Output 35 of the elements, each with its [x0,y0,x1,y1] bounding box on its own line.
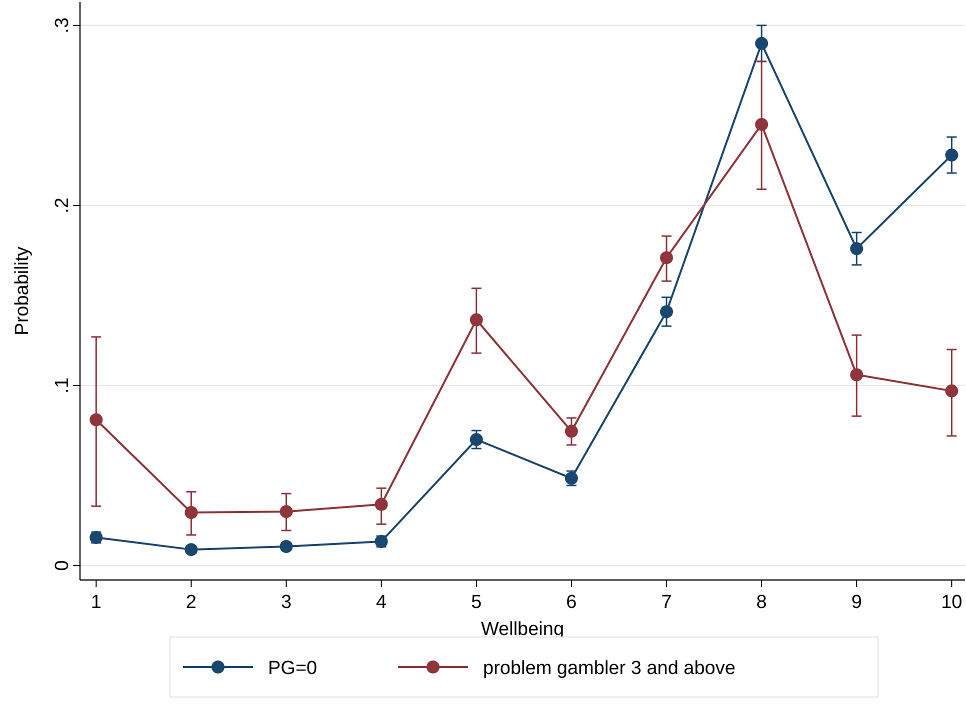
point [280,540,293,554]
y-tick-label: .3 [52,17,73,34]
point [660,251,674,264]
x-tick-label: 5 [471,592,482,613]
point [660,305,674,318]
point [280,505,293,518]
point [945,148,958,162]
x-tick-label: 4 [376,592,388,613]
x-tick-label: 9 [851,592,862,613]
point [90,413,103,426]
point [470,313,483,326]
x-tick-label: 1 [90,592,102,613]
y-axis-title: Probability [12,246,33,336]
x-tick-label: 2 [186,592,197,613]
x-tick-label: 7 [661,592,672,613]
point [850,242,864,256]
point [374,498,388,511]
point [850,368,864,382]
x-tick-label: 8 [756,592,767,613]
point [755,36,768,50]
point [564,424,578,438]
y-tick-label: 0 [52,560,73,571]
point [470,433,483,446]
point [184,543,198,556]
x-axis-title: Wellbeing [480,619,564,640]
x-tick-label: 10 [941,592,962,613]
x-tick-label: 6 [566,592,577,613]
y-tick-label: .2 [52,198,73,214]
point [184,506,198,519]
y-tick-label: .1 [52,378,73,394]
x-tick-label: 3 [280,592,292,613]
legend-label: PG=0 [268,658,318,679]
point [945,384,958,398]
point [755,118,768,131]
legend-label: problem gambler 3 and above [483,658,736,679]
